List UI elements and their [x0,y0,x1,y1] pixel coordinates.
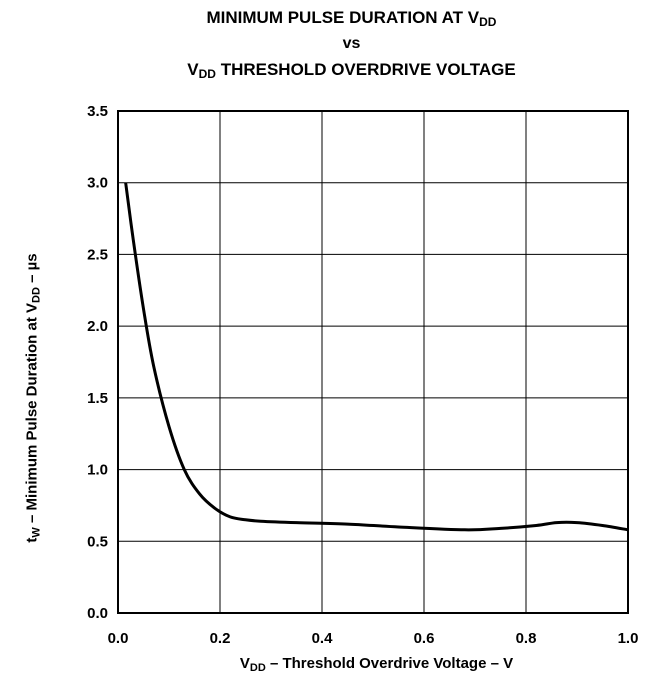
x-tick-label: 0.0 [108,630,129,647]
y-tick-label: 1.0 [87,462,108,479]
chart-title-line-2: vs [342,35,361,52]
y-tick-labels: 0.0 0.5 1.0 1.5 2.0 2.5 3.0 3.5 [87,103,108,622]
chart-title-line-3: VDD THRESHOLD OVERDRIVE VOLTAGE [187,60,516,81]
y-tick-label: 2.5 [87,246,108,263]
x-tick-label: 0.2 [210,630,231,647]
y-axis-label: tW – Minimum Pulse Duration at VDD – µs [23,253,43,543]
chart-title-line-1: MINIMUM PULSE DURATION AT VDD [206,8,497,29]
y-tick-label: 0.0 [87,605,108,622]
plot-frame [117,110,629,614]
x-tick-label: 0.4 [312,630,334,647]
y-tick-label: 3.5 [87,103,108,120]
y-tick-label: 2.0 [87,318,108,335]
grid [117,110,629,614]
series-layer [124,182,629,532]
y-tick-label: 3.0 [87,175,108,192]
x-tick-label: 0.8 [516,630,537,647]
x-axis-label: VDD – Threshold Overdrive Voltage – V [239,655,514,674]
series-line [124,182,629,532]
x-tick-label: 1.0 [618,630,639,647]
x-tick-label: 0.6 [414,630,435,647]
y-tick-label: 0.5 [87,533,108,550]
y-tick-label: 1.5 [87,390,108,407]
x-tick-labels: 0.0 0.2 0.4 0.6 0.8 1.0 [108,630,639,647]
